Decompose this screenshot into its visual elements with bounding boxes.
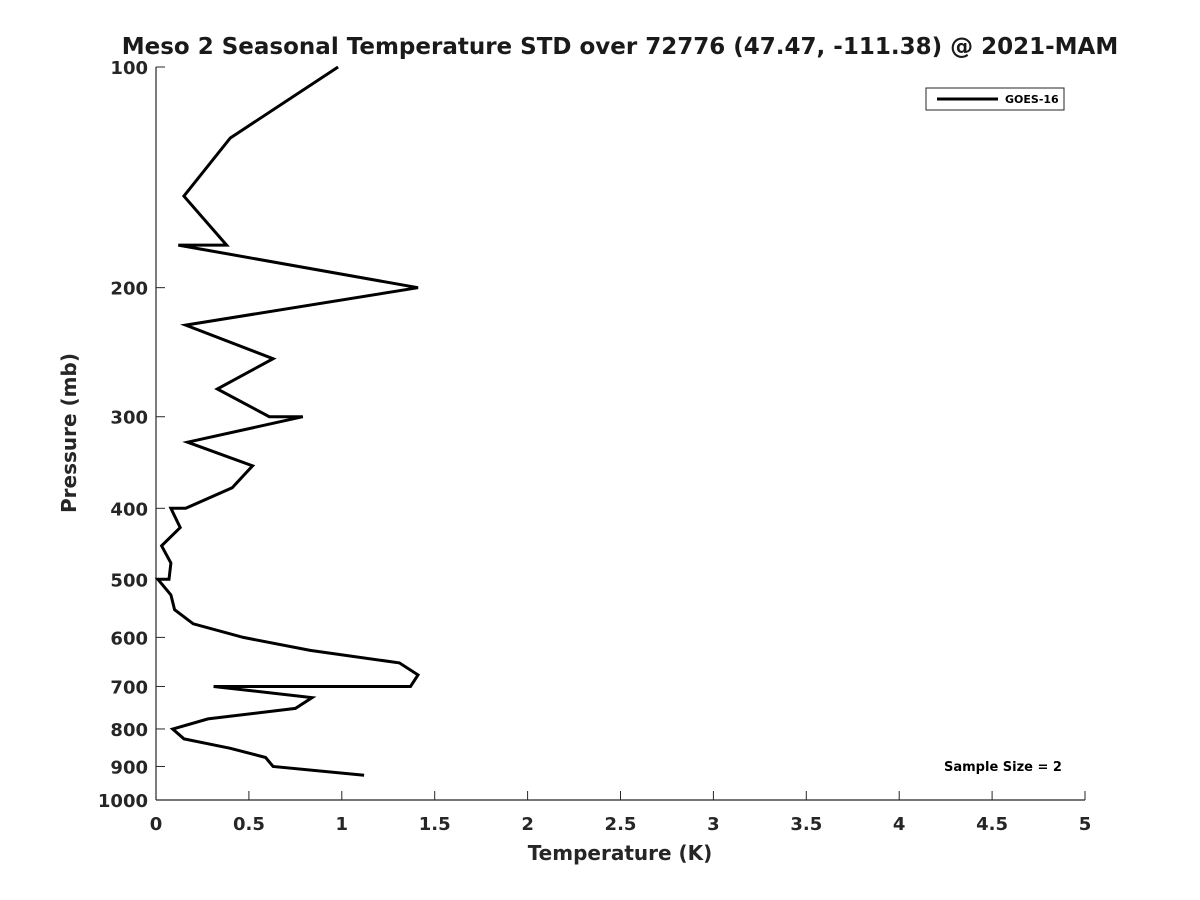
sample-size-annotation: Sample Size = 2 <box>944 760 1062 775</box>
x-tick-label: 3 <box>707 814 720 835</box>
y-tick-label: 900 <box>110 757 148 778</box>
y-tick-label: 500 <box>110 570 148 591</box>
y-tick-label: 700 <box>110 677 148 698</box>
legend-label-goes-16: GOES-16 <box>1005 93 1059 106</box>
x-tick-label: 4.5 <box>976 814 1008 835</box>
axes <box>155 67 1085 801</box>
x-tick-label: 0.5 <box>233 814 265 835</box>
x-tick-label: 1 <box>336 814 349 835</box>
y-tick-label: 400 <box>110 499 148 520</box>
x-tick-label: 2.5 <box>605 814 637 835</box>
x-ticks: 0 0.5 1 1.5 2 2.5 3 3.5 4 4.5 5 <box>150 791 1092 835</box>
y-tick-label: 100 <box>110 58 148 79</box>
x-axis-label: Temperature (K) <box>528 841 713 865</box>
legend: GOES-16 <box>925 87 1065 111</box>
y-ticks: 100 200 300 400 500 600 700 800 900 1000 <box>98 58 165 812</box>
series-line-goes-16 <box>154 65 421 777</box>
x-tick-label: 3.5 <box>790 814 822 835</box>
x-tick-label: 4 <box>893 814 906 835</box>
y-tick-label: 1000 <box>98 791 148 812</box>
x-tick-label: 5 <box>1079 814 1092 835</box>
y-axis-label: Pressure (mb) <box>57 353 81 513</box>
x-tick-label: 1.5 <box>419 814 451 835</box>
x-tick-label: 0 <box>150 814 163 835</box>
y-tick-label: 200 <box>110 279 148 300</box>
y-tick-label: 300 <box>110 408 148 429</box>
series-layer <box>154 65 421 777</box>
y-tick-label: 600 <box>110 628 148 649</box>
y-tick-label: 800 <box>110 720 148 741</box>
x-tick-label: 2 <box>521 814 534 835</box>
chart-title: Meso 2 Seasonal Temperature STD over 727… <box>122 34 1119 60</box>
